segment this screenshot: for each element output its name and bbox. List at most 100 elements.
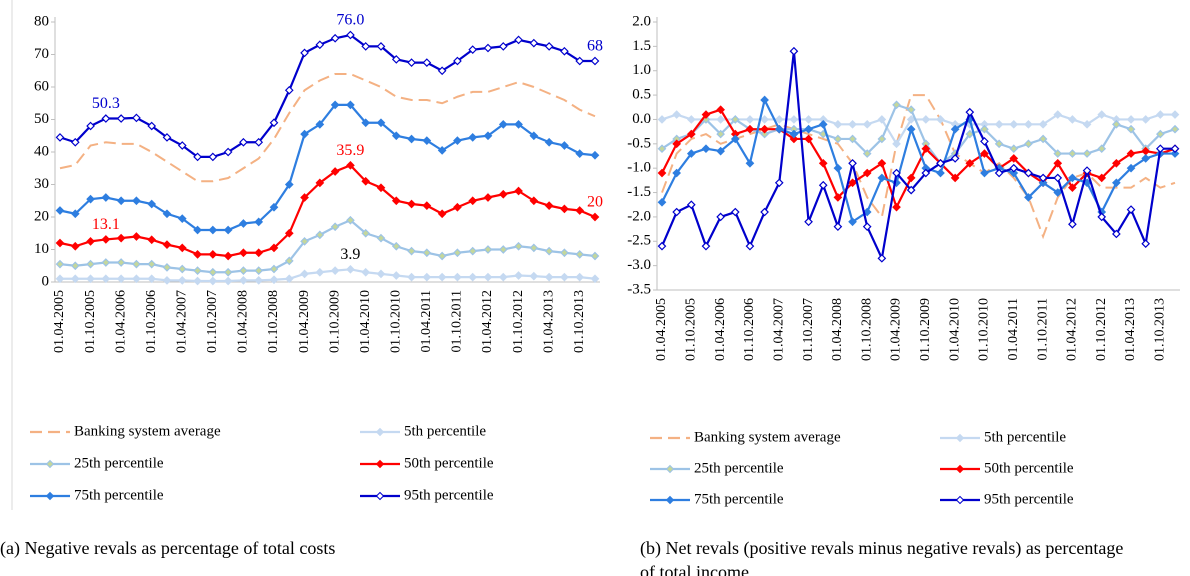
- x-tick-label: 01.10.2010: [389, 290, 404, 353]
- marker: [1155, 129, 1165, 139]
- marker: [407, 199, 416, 209]
- marker: [862, 149, 872, 158]
- marker: [407, 246, 416, 256]
- marker: [833, 193, 843, 202]
- marker: [936, 168, 945, 178]
- marker: [730, 115, 740, 124]
- marker: [300, 237, 309, 246]
- marker: [514, 241, 523, 251]
- x-tick-label: 01.04.2013: [541, 290, 556, 353]
- marker: [70, 209, 80, 219]
- series-line: [661, 94, 1176, 240]
- marker: [147, 274, 157, 284]
- marker: [177, 264, 187, 274]
- marker: [193, 250, 202, 259]
- x-tick-label: 01.04.2011: [419, 290, 434, 352]
- marker: [239, 219, 248, 228]
- marker: [254, 217, 264, 227]
- x-tick-label: 01.10.2012: [1094, 298, 1109, 361]
- marker: [657, 197, 667, 207]
- y-tick-label: 70: [34, 46, 49, 62]
- marker: [833, 163, 843, 173]
- marker: [1053, 188, 1063, 197]
- marker: [116, 114, 126, 123]
- marker: [422, 58, 432, 67]
- marker: [760, 124, 769, 134]
- marker: [407, 134, 416, 144]
- marker: [906, 185, 916, 195]
- x-tick-label: 01.10.2005: [83, 290, 98, 353]
- marker: [1112, 158, 1121, 168]
- marker: [1024, 139, 1033, 149]
- marker: [101, 114, 111, 123]
- marker: [1038, 173, 1048, 183]
- marker: [498, 42, 508, 51]
- marker: [1112, 119, 1121, 129]
- marker: [877, 134, 887, 144]
- marker: [529, 131, 539, 141]
- x-tick-label: 01.04.2010: [947, 298, 962, 361]
- marker: [950, 154, 960, 163]
- marker: [498, 120, 508, 129]
- marker: [208, 250, 218, 259]
- legend-marker: [665, 464, 675, 474]
- marker: [483, 245, 493, 254]
- marker: [86, 259, 95, 269]
- marker: [223, 251, 233, 261]
- marker: [422, 201, 432, 210]
- marker: [147, 259, 157, 269]
- y-tick-label: 1.5: [632, 38, 651, 54]
- marker: [745, 158, 755, 168]
- marker: [575, 56, 585, 66]
- marker: [1053, 149, 1063, 158]
- y-tick-label: -2.0: [627, 208, 651, 224]
- marker: [437, 209, 447, 219]
- y-tick-label: -1.5: [627, 184, 651, 200]
- y-tick-label: 0.5: [632, 87, 651, 103]
- marker: [300, 129, 309, 139]
- marker: [70, 261, 80, 271]
- marker: [1053, 158, 1063, 168]
- marker: [483, 43, 493, 53]
- series-line: [661, 96, 1175, 224]
- marker: [575, 250, 585, 259]
- marker: [1170, 110, 1180, 119]
- marker: [1097, 110, 1107, 119]
- marker: [1155, 110, 1165, 119]
- marker: [468, 45, 478, 54]
- x-tick-label: 01.04.2011: [1006, 298, 1021, 360]
- marker: [980, 149, 989, 158]
- marker: [818, 158, 828, 168]
- y-tick-label: 80: [34, 13, 49, 29]
- marker: [906, 124, 916, 134]
- marker: [936, 115, 945, 124]
- marker: [391, 196, 401, 206]
- marker: [101, 258, 111, 267]
- marker: [55, 133, 65, 142]
- marker: [284, 180, 294, 189]
- series-line: [660, 51, 1175, 262]
- marker: [1170, 124, 1180, 134]
- marker: [1038, 178, 1048, 188]
- x-tick-label: 01.10.2007: [801, 298, 816, 361]
- x-tick-label: 01.10.2006: [742, 298, 757, 361]
- marker: [254, 266, 264, 275]
- marker: [330, 222, 340, 232]
- data-label: 76.0: [336, 12, 364, 29]
- marker: [1068, 149, 1077, 158]
- marker: [361, 42, 371, 51]
- legend-marker: [665, 495, 675, 505]
- marker: [132, 274, 141, 284]
- marker: [70, 274, 80, 284]
- x-tick-label: 01.04.2012: [1065, 298, 1080, 361]
- marker: [877, 253, 887, 263]
- marker: [453, 202, 462, 212]
- x-tick-label: 01.10.2008: [859, 298, 874, 361]
- marker: [177, 141, 187, 150]
- marker: [774, 178, 784, 188]
- data-label: 35.9: [336, 142, 364, 159]
- marker: [804, 217, 813, 227]
- marker: [1082, 119, 1092, 129]
- marker: [789, 129, 799, 139]
- marker: [544, 246, 554, 256]
